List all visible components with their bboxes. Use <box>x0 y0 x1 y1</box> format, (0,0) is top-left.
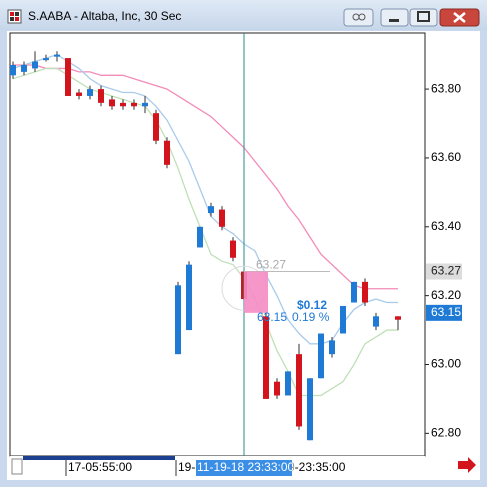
measure-start-label: 63.27 <box>256 258 286 272</box>
link-button[interactable] <box>343 8 374 27</box>
candle-body <box>98 89 104 103</box>
candle-body <box>395 316 401 320</box>
crosshair-label-bg <box>196 460 292 476</box>
plot-area <box>9 32 426 457</box>
indicator-line <box>12 53 398 345</box>
window-title: S.AABA - Altaba, Inc, 30 Sec <box>28 9 181 23</box>
candle-body <box>230 240 236 258</box>
candle-body <box>32 61 38 69</box>
candle-body <box>219 209 225 227</box>
y-tick-label: 63.60 <box>431 150 461 164</box>
measure-percent: 0.19 % <box>292 310 330 324</box>
candle-body <box>142 102 148 107</box>
x-tick-label: 9-23:35:00 <box>288 460 346 474</box>
y-tick-label: 63.00 <box>431 357 461 371</box>
maximize-button[interactable] <box>409 8 438 27</box>
candle-body <box>164 140 170 165</box>
y-tick-label: 63.80 <box>431 81 461 95</box>
indicator-line <box>12 67 398 397</box>
candle-body <box>43 58 49 61</box>
measure-end-label: 63.15 <box>257 310 287 324</box>
candle-body <box>76 92 82 96</box>
candle-body <box>65 58 71 96</box>
candle-body <box>131 102 137 107</box>
app-icon <box>7 9 22 24</box>
price-marker <box>426 263 462 280</box>
candle-body <box>120 102 126 107</box>
y-tick-label: 62.80 <box>431 426 461 440</box>
candle-body <box>329 340 335 355</box>
measure-box <box>244 271 268 313</box>
scroll-indicator <box>23 456 175 460</box>
scroll-box[interactable] <box>11 458 23 475</box>
candle-body <box>153 113 159 141</box>
minimize-button[interactable] <box>380 8 409 27</box>
close-button[interactable] <box>439 8 480 27</box>
y-tick-label: 63.40 <box>431 219 461 233</box>
candle-body <box>175 285 181 355</box>
candle-body <box>197 226 203 248</box>
candle-body <box>307 378 313 441</box>
x-tick-label: 17-05:55:00 <box>68 460 132 474</box>
candle-body <box>21 64 27 72</box>
candle-body <box>296 354 302 427</box>
candle-body <box>186 264 192 331</box>
crosshair-label: 11-19-18 23:33:00 <box>197 460 295 474</box>
candle-body <box>87 89 93 96</box>
scroll-right-arrow[interactable] <box>458 457 476 473</box>
candle-body <box>318 333 324 379</box>
candle-body <box>351 281 357 303</box>
price-marker <box>426 304 462 321</box>
y-tick-label: 63.20 <box>431 288 461 302</box>
candle-body <box>54 54 60 57</box>
candle-body <box>208 206 214 214</box>
candle-body <box>285 371 291 396</box>
candle-body <box>109 99 115 107</box>
candle-body <box>10 64 16 76</box>
indicator-line <box>13 64 398 290</box>
candle-body <box>373 316 379 327</box>
price-marker-label: 63.15 <box>431 305 461 319</box>
x-tick-label: 19- <box>178 460 195 474</box>
candle-body <box>274 381 280 396</box>
candle-body <box>340 305 346 334</box>
candle-body <box>362 281 368 303</box>
price-marker-label: 63.27 <box>431 264 461 278</box>
measure-change: $0.12 <box>297 298 327 312</box>
candle-body <box>263 316 269 399</box>
